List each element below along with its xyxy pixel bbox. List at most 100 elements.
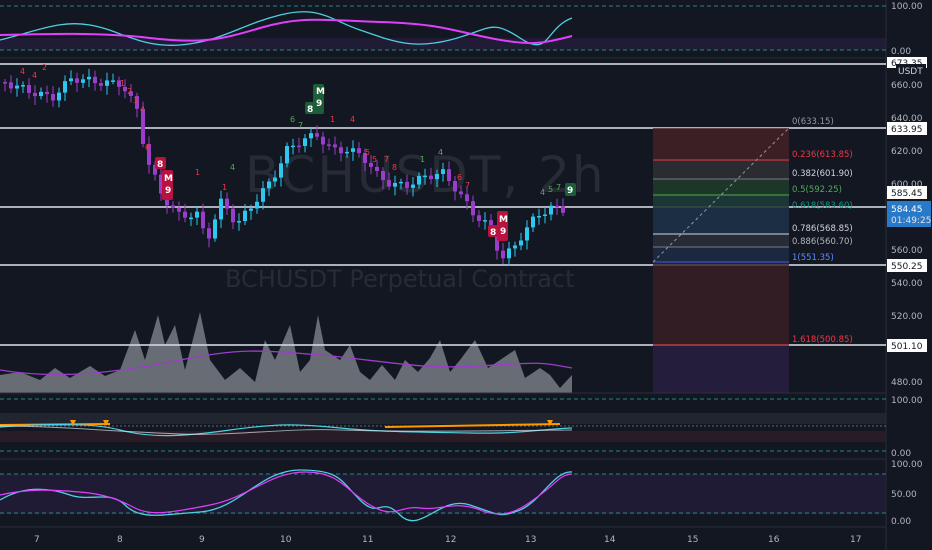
svg-text:660.00: 660.00	[891, 81, 923, 91]
candle-body	[459, 191, 463, 195]
watermark-description: BCHUSDT Perpetual Contract	[225, 265, 575, 293]
pill-550: 550.25	[891, 262, 923, 272]
candle-body	[225, 198, 229, 209]
candle-body	[285, 146, 289, 164]
candle-body	[147, 143, 151, 165]
mid-oscillator-panel[interactable]: 100.00 0.00	[0, 396, 923, 459]
candle-body	[255, 201, 259, 209]
svg-text:4: 4	[32, 71, 37, 80]
svg-text:480.00: 480.00	[891, 378, 923, 388]
candle-body	[273, 177, 277, 182]
svg-text:100.00: 100.00	[891, 460, 923, 470]
candle-body	[279, 163, 283, 178]
signal-left-m: M	[164, 174, 173, 184]
svg-text:7: 7	[556, 183, 561, 192]
candle-body	[9, 82, 13, 89]
candle-body	[21, 85, 25, 87]
signal-badges[interactable]: M 9 8 M 9 8 M 9 8 9	[155, 84, 576, 241]
candle-body	[483, 220, 487, 222]
candle-body	[543, 214, 547, 216]
fib-level-0786: 0.786(568.85)	[792, 224, 853, 234]
svg-text:1: 1	[195, 168, 200, 177]
svg-text:560.00: 560.00	[891, 246, 923, 256]
candle-body	[465, 194, 469, 202]
main-price-panel[interactable]: BCHUSDT, 2h BCHUSDT Perpetual Contract	[0, 57, 931, 393]
pill-633: 633.95	[891, 125, 923, 135]
svg-text:2: 2	[42, 63, 47, 72]
fib-retracement[interactable]: 0(633.15) 0.236(613.85) 0.382(601.90) 0.…	[652, 117, 853, 393]
top-oscillator-panel[interactable]: 100.00 0.00	[0, 2, 923, 57]
candle-body	[153, 164, 157, 175]
candle-body	[69, 78, 73, 82]
svg-text:6: 6	[145, 143, 150, 152]
candle-body	[237, 221, 241, 223]
candle-body	[513, 245, 517, 249]
svg-text:5: 5	[372, 155, 377, 164]
svg-text:0.00: 0.00	[891, 449, 911, 459]
time-axis[interactable]: 7 8 9 10 11 12 13 14 15 16 17	[34, 535, 861, 545]
candle-body	[417, 175, 421, 185]
candle-body	[495, 231, 499, 251]
candle-body	[393, 182, 397, 187]
top-osc-magenta-line	[0, 18, 573, 45]
svg-text:620.00: 620.00	[891, 147, 923, 157]
fib-level-0618: 0.618(583.60)	[792, 201, 853, 211]
candle-body	[315, 133, 319, 137]
svg-text:4: 4	[540, 188, 545, 197]
candle-body	[501, 250, 505, 259]
candle-body	[429, 175, 433, 180]
candle-body	[15, 85, 19, 89]
candle-body	[51, 94, 55, 101]
signal-badge-right[interactable]	[565, 183, 576, 196]
svg-text:7: 7	[34, 535, 40, 545]
signal-left-8: 8	[157, 160, 163, 170]
candle-body	[117, 80, 121, 87]
candle-body	[261, 188, 265, 202]
candle-body	[195, 211, 199, 218]
fib-level-0382: 0.382(601.90)	[792, 169, 853, 179]
candle-body	[45, 91, 49, 95]
price-scale[interactable]	[886, 0, 932, 550]
price-level-pills[interactable]: 673.35 USDT 633.95 585.45 584.45 01:49:2…	[887, 57, 931, 352]
candle-body	[363, 153, 367, 163]
signal-bottom-m: M	[499, 215, 508, 225]
currency-label: USDT	[898, 67, 923, 77]
bottom-stochastic-panel[interactable]: 100.00 50.00 0.00	[0, 460, 923, 527]
candle-body	[525, 227, 529, 241]
fib-level-0236: 0.236(613.85)	[792, 150, 853, 160]
signal-left-9: 9	[165, 186, 171, 196]
candle-body	[201, 211, 205, 229]
candle-body	[549, 205, 553, 215]
signal-badge-left[interactable]	[162, 170, 173, 200]
candle-body	[471, 201, 475, 216]
candle-body	[477, 215, 481, 221]
candle-body	[537, 215, 541, 218]
svg-text:8: 8	[392, 163, 397, 172]
candle-body	[309, 133, 313, 139]
signal-right-9: 9	[567, 186, 573, 196]
svg-text:16: 16	[768, 535, 780, 545]
candle-body	[111, 80, 115, 82]
candle-body	[135, 95, 139, 109]
svg-text:2: 2	[127, 87, 132, 96]
svg-text:520.00: 520.00	[891, 312, 923, 322]
candle-body	[297, 145, 301, 148]
candle-body	[267, 181, 271, 189]
candle-body	[327, 144, 331, 146]
price-scale-ticks: 660.00 640.00 620.00 600.00 560.00 540.0…	[891, 81, 923, 388]
candle-body	[345, 151, 349, 154]
fib-level-1618: 1.618(500.85)	[792, 335, 853, 345]
candle-body	[249, 208, 253, 211]
svg-text:5: 5	[365, 148, 370, 157]
candle-body	[555, 205, 559, 208]
candle-body	[561, 206, 565, 213]
candle-body	[375, 166, 379, 172]
candle-body	[291, 145, 295, 148]
candle-body	[189, 217, 193, 220]
svg-text:12: 12	[445, 535, 456, 545]
signal-badge-bottom[interactable]	[497, 211, 508, 241]
candlestick-series[interactable]	[3, 68, 565, 266]
svg-text:6: 6	[290, 115, 295, 124]
candle-body	[405, 181, 409, 188]
